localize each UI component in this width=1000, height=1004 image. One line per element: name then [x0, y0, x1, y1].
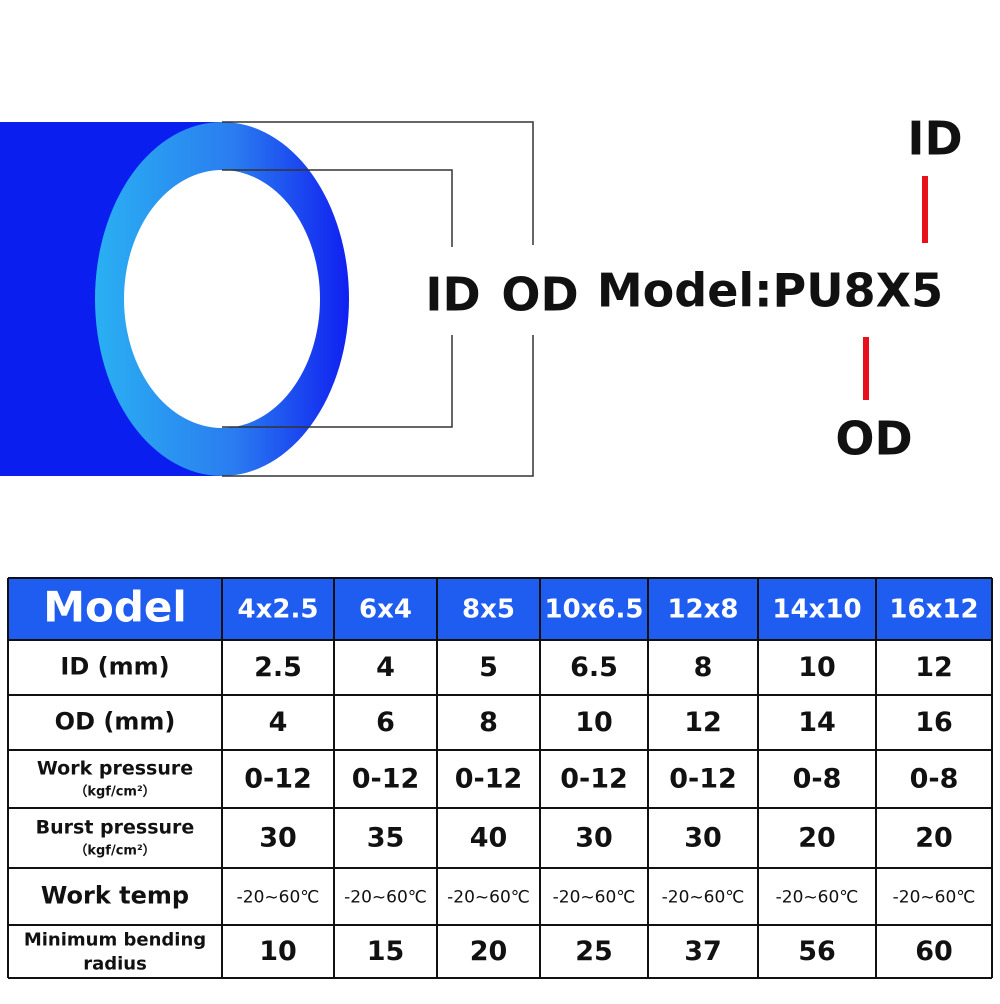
id-caption: ID [907, 112, 962, 166]
header-cell: 6x4 [359, 595, 412, 625]
od-guide [222, 121, 534, 245]
od-guide [222, 335, 534, 477]
cell: 16 [915, 707, 953, 738]
cell: -20~60℃ [237, 888, 320, 908]
od-caption: OD [835, 412, 912, 466]
cell: 8 [479, 707, 498, 738]
cell: 35 [367, 823, 405, 854]
cell: 0-8 [910, 764, 959, 795]
cell: 4 [269, 707, 288, 738]
header-cell: 4x2.5 [238, 595, 319, 625]
cell: -20~60℃ [662, 888, 745, 908]
cell: -20~60℃ [893, 888, 976, 908]
cell: 0-12 [455, 764, 523, 795]
header-cell: 10x6.5 [544, 595, 643, 625]
cell: 14 [798, 707, 836, 738]
cell: 0-12 [244, 764, 312, 795]
od-label: OD [501, 268, 578, 322]
header-cell: Model [43, 583, 187, 632]
cell: 40 [470, 823, 508, 854]
cell: 20 [470, 936, 508, 967]
cell: 10 [798, 652, 836, 683]
id-guide [222, 335, 453, 428]
cell: 30 [259, 823, 297, 854]
header-cell: 14x10 [772, 595, 861, 625]
cell: 30 [575, 823, 613, 854]
row-label: Burst pressure [36, 817, 195, 839]
model-label: Model:PU8X5 [597, 264, 943, 318]
cell: 8 [694, 652, 713, 683]
row-label: Work temp [41, 882, 189, 910]
cell: 25 [575, 936, 613, 967]
cell: 12 [684, 707, 722, 738]
spec-table: Model 4x2.5 6x4 8x5 10x6.5 12x8 14x10 16x12 ID (… [7, 577, 993, 979]
cell: 6.5 [570, 652, 618, 683]
cell: 4 [376, 652, 395, 683]
cell: 0-12 [560, 764, 628, 795]
cell: 37 [684, 936, 722, 967]
row-label: Work pressure [37, 758, 193, 780]
header-cell: 8x5 [462, 595, 515, 625]
cell: 0-12 [352, 764, 420, 795]
cell: 20 [798, 823, 836, 854]
cell: -20~60℃ [447, 888, 530, 908]
cell: 2.5 [254, 652, 302, 683]
cell: 12 [915, 652, 953, 683]
cell: 30 [684, 823, 722, 854]
row-unit: （kgf/cm²） [74, 843, 155, 859]
cell: 0-12 [669, 764, 737, 795]
header-cell: 16x12 [889, 595, 978, 625]
tube-bore [124, 170, 320, 428]
cell: 56 [798, 936, 836, 967]
cell: 15 [367, 936, 405, 967]
cell: 6 [376, 707, 395, 738]
cell: 60 [915, 936, 953, 967]
cell: -20~60℃ [553, 888, 636, 908]
cell: 0-8 [793, 764, 842, 795]
header-row [8, 578, 992, 640]
header-cell: 12x8 [667, 595, 738, 625]
row-label: Minimum bending radius [24, 930, 206, 975]
row-label: OD (mm) [55, 708, 176, 736]
cell: -20~60℃ [776, 888, 859, 908]
id-label: ID [425, 268, 480, 322]
cell: -20~60℃ [344, 888, 427, 908]
tube-diagram: ID OD Model:PU8X5 ID OD [0, 112, 963, 477]
row-unit: （kgf/cm²） [74, 784, 155, 800]
id-guide [222, 169, 453, 247]
cell: 5 [479, 652, 498, 683]
cell: 10 [259, 936, 297, 967]
row-label: ID (mm) [60, 653, 169, 681]
cell: 20 [915, 823, 953, 854]
cell: 10 [575, 707, 613, 738]
